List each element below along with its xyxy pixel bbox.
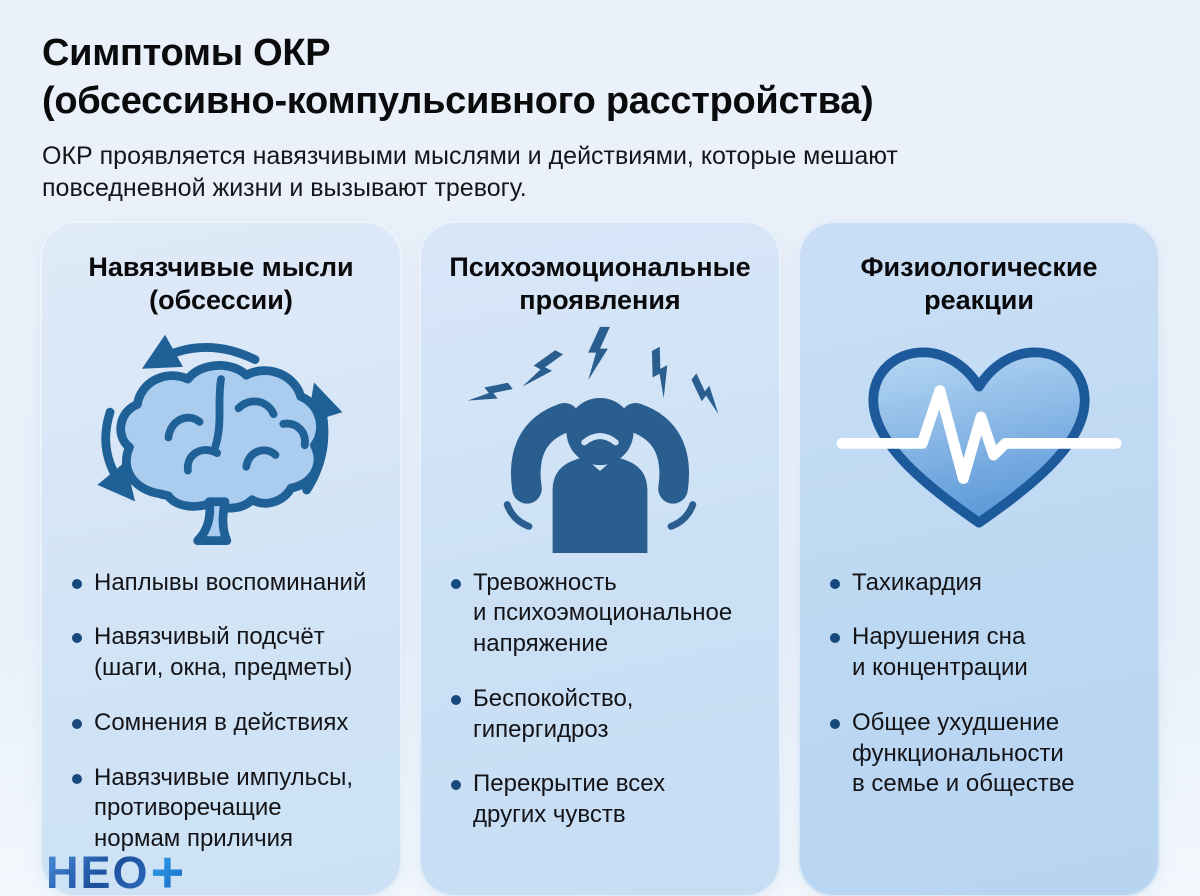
list-item: Общее ухудшение функциональности в семье… — [828, 708, 1136, 800]
bullet-list: Наплывы воспоминаний Навязчивый подсчёт … — [64, 568, 378, 879]
card-physiological: Физиологические реакции Тахикардия Наруш… — [798, 220, 1160, 896]
bullet-text: Наплывы воспоминаний — [94, 568, 367, 596]
bullet-dot — [72, 773, 82, 784]
bullet-dot — [451, 694, 461, 705]
icon-box — [822, 320, 1136, 554]
page-subtitle: ОКР проявляется навязчивыми мыслями и де… — [42, 141, 898, 203]
icon-box — [64, 320, 378, 554]
brain-cycle-icon — [97, 334, 343, 545]
page-title: Симптомы ОКР (обсессивно-компульсивного … — [42, 32, 874, 122]
bullet-dot — [451, 780, 461, 791]
logo-text: НЕО — [46, 847, 150, 896]
list-item: Тревожность и психоэмоциональное напряже… — [449, 568, 757, 660]
bullet-text: Сомнения в действиях — [94, 708, 349, 736]
header: Симптомы ОКР (обсессивно-компульсивного … — [0, 0, 1200, 205]
card-title: Навязчивые мысли (обсессии) — [88, 251, 354, 316]
bullet-dot — [72, 633, 82, 644]
bullet-text: Тахикардия — [852, 568, 982, 596]
list-item: Нарушения сна и концентрации — [828, 622, 1136, 683]
list-item: Навязчивый подсчёт (шаги, окна, предметы… — [70, 622, 378, 683]
bullet-list: Тахикардия Нарушения сна и концентрации … — [822, 568, 1136, 824]
bullet-dot — [830, 633, 840, 644]
bullet-dot — [72, 578, 82, 589]
logo-plus-icon: + — [151, 843, 185, 896]
bullet-text: Нарушения сна и концентрации — [852, 623, 1028, 682]
card-obsessive-thoughts: Навязчивые мысли (обсессии) — [40, 220, 402, 896]
icon-box — [443, 320, 757, 554]
bullet-text: Перекрытие всех других чувств — [473, 770, 666, 828]
bullet-text: Беспокойство, гипергидроз — [473, 684, 634, 743]
list-item: Сомнения в действиях — [70, 708, 378, 739]
heart-pulse-icon — [836, 347, 1122, 528]
list-item: Навязчивые импульсы, противоречащие норм… — [70, 763, 378, 855]
card-psycho-emotional: Психоэмоциональные проявления — [419, 220, 781, 896]
bullet-dot — [72, 718, 82, 729]
bullet-text: Навязчивые импульсы, противоречащие норм… — [94, 763, 354, 852]
card-title: Физиологические реакции — [860, 251, 1098, 316]
logo: НЕО + — [0, 843, 1200, 896]
bullet-dot — [830, 718, 840, 729]
list-item: Наплывы воспоминаний — [70, 568, 378, 599]
bullet-text: Тревожность и психоэмоциональное напряже… — [473, 568, 733, 658]
cards-row: Навязчивые мысли (обсессии) — [40, 220, 1160, 896]
list-item: Беспокойство, гипергидроз — [449, 684, 757, 745]
bullet-text: Навязчивый подсчёт (шаги, окна, предметы… — [94, 623, 353, 682]
bullet-dot — [830, 578, 840, 589]
list-item: Тахикардия — [828, 568, 1136, 599]
bullet-list: Тревожность и психоэмоциональное напряже… — [443, 568, 757, 855]
card-title: Психоэмоциональные проявления — [449, 251, 751, 316]
bullet-text: Общее ухудшение функциональности в семье… — [852, 708, 1075, 798]
bullet-dot — [451, 578, 461, 589]
stressed-person-icon — [467, 326, 719, 553]
list-item: Перекрытие всех других чувств — [449, 769, 757, 830]
